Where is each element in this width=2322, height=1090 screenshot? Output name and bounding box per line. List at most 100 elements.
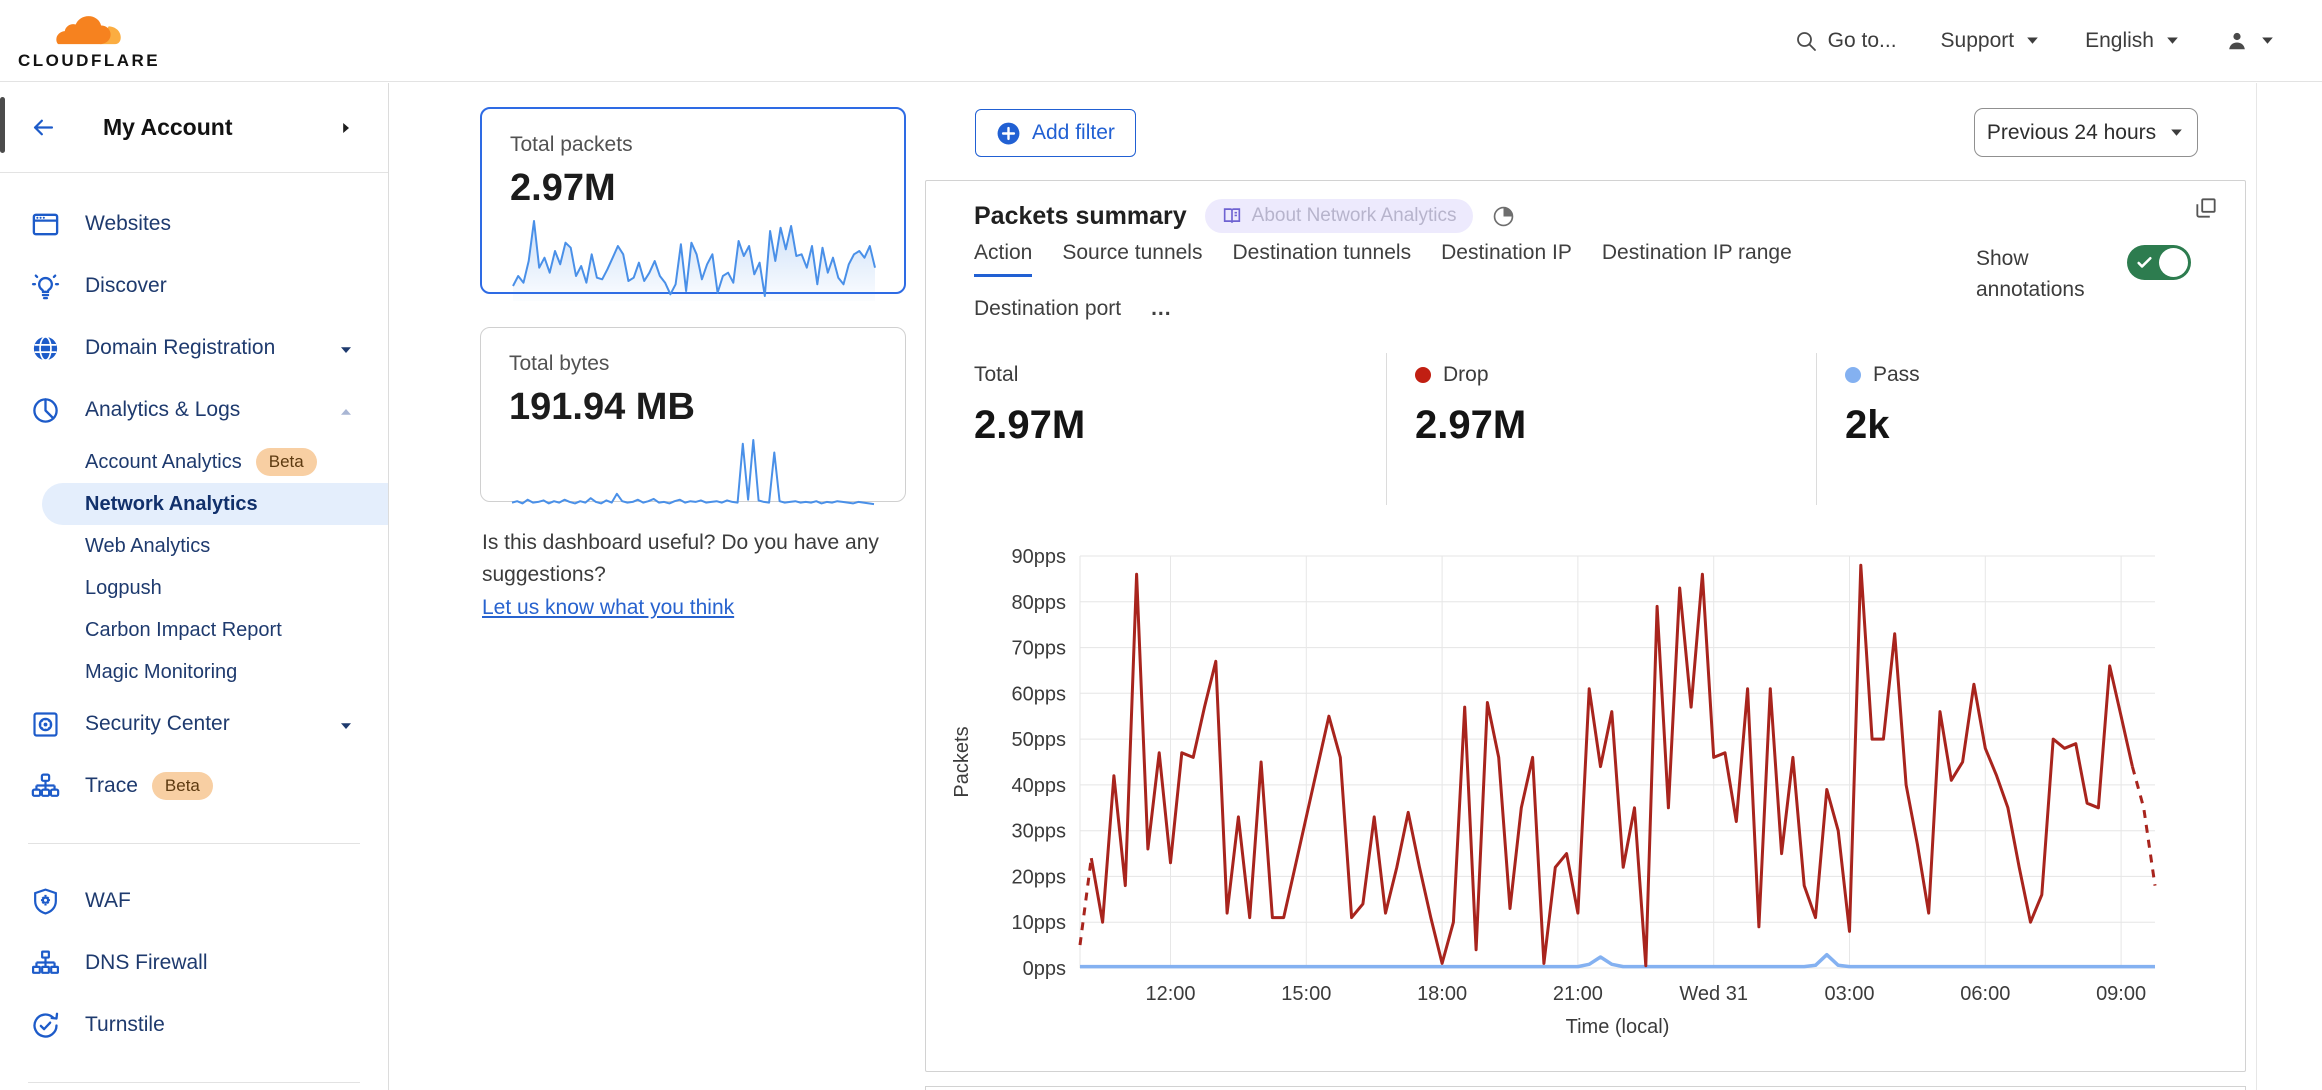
language-menu[interactable]: English [2085,29,2181,53]
feedback-question: Is this dashboard useful? Do you have an… [482,531,879,586]
packets-chart-svg: 0pps 10pps 20pps 30pps 40pps 50pps 60pps 70pps 8… [951,546,2157,1038]
sidebar-item-analytics-logs[interactable]: Analytics & Logs [0,379,388,441]
sidebar-divider [28,843,360,844]
svg-text:15:00: 15:00 [1281,983,1331,1005]
feedback-link[interactable]: Let us know what you think [482,596,735,619]
tab-destination-ip[interactable]: Destination IP [1441,241,1572,264]
svg-text:60pps: 60pps [1012,683,1067,705]
stat-total: Total 2.97M [974,353,1386,505]
sidebar-item-account-analytics[interactable]: Account Analytics Beta [0,441,388,483]
metric-card-value: 191.94 MB [509,386,695,428]
chevron-down-icon [2262,37,2273,44]
stat-value: 2.97M [974,403,1086,447]
goto-search[interactable]: Go to... [1794,29,1897,53]
show-annotations-toggle[interactable] [2127,245,2191,280]
tab-more[interactable]: ... [1151,297,1172,320]
network-tree-icon [30,948,61,979]
svg-text:03:00: 03:00 [1824,983,1874,1005]
svg-text:40pps: 40pps [1012,775,1067,797]
about-network-analytics-badge[interactable]: About Network Analytics [1204,199,1473,233]
sidebar-item-turnstile[interactable]: Turnstile [0,994,388,1056]
svg-text:06:00: 06:00 [1960,983,2010,1005]
stat-label: Pass [1873,363,1920,386]
page-right-divider [2256,83,2257,1090]
expand-card-icon[interactable] [2193,195,2219,221]
packets-line-chart: 0pps 10pps 20pps 30pps 40pps 50pps 60pps 70pps 8… [950,533,2240,1048]
sidebar-item-websites[interactable]: Websites [0,193,388,255]
metric-card-total-packets[interactable]: Total packets 2.97M [480,107,906,301]
sidebar-item-label: Account Analytics [85,450,242,473]
add-filter-button[interactable]: Add filter [975,109,1136,157]
sidebar-item-carbon-impact-report[interactable]: Carbon Impact Report [0,609,388,651]
svg-text:30pps: 30pps [1012,821,1067,843]
sidebar: My Account Websites Discover Domain Regist… [0,83,389,1090]
stat-label-row: Drop [1415,363,1816,387]
metric-card-total-bytes[interactable]: Total bytes 191.94 MB [480,327,906,506]
svg-text:21:00: 21:00 [1553,983,1603,1005]
tab-destination-ip-range[interactable]: Destination IP range [1601,241,1792,264]
legend-dot-drop [1415,367,1431,383]
sidebar-item-logpush[interactable]: Logpush [0,567,388,609]
sidebar-item-discover[interactable]: Discover [0,255,388,317]
metric-card-label: Total packets [510,133,633,156]
sidebar-item-trace[interactable]: Trace Beta [0,755,388,817]
time-range-dropdown[interactable]: Previous 24 hours [1974,108,2198,157]
sidebar-item-domain-registration[interactable]: Domain Registration [0,317,388,379]
sidebar-item-label: Websites [85,212,171,235]
tab-action[interactable]: Action [974,241,1033,277]
tab-source-tunnels[interactable]: Source tunnels [1062,241,1203,264]
tab-destination-tunnels[interactable]: Destination tunnels [1232,241,1412,264]
packets-summary-card: Packets summary About Network Analytics … [925,180,2246,1072]
sidebar-item-dns-firewall[interactable]: DNS Firewall [0,932,388,994]
cloudflare-logo-text: CLOUDFLARE [18,50,161,70]
stat-drop: Drop 2.97M [1386,353,1816,505]
safe-icon [30,709,61,740]
metric-card-label: Total bytes [509,352,610,375]
stats-row: Total 2.97M Drop 2.97M Pass 2k [926,353,2247,505]
svg-text:09:00: 09:00 [2096,983,2146,1005]
sidebar-item-label: Network Analytics [85,492,258,515]
tab-destination-port[interactable]: Destination port [974,297,1122,320]
sidebar-item-security-center[interactable]: Security Center [0,693,388,755]
sidebar-item-web-analytics[interactable]: Web Analytics [0,525,388,567]
chevron-right-icon[interactable] [338,120,354,136]
account-menu[interactable] [2225,29,2276,53]
shield-gear-icon [30,886,61,917]
pie-chart-help-icon[interactable] [1491,204,1516,229]
account-header: My Account [0,83,388,173]
back-arrow-icon[interactable] [30,114,57,141]
sidebar-scrollbar[interactable] [0,97,5,153]
sidebar-item-waf[interactable]: WAF [0,870,388,932]
feedback-block: Is this dashboard useful? Do you have an… [482,527,910,624]
svg-text:10pps: 10pps [1012,912,1067,934]
metric-card-sparkline [510,210,876,309]
goto-label: Go to... [1827,28,1897,52]
sidebar-item-network-analytics[interactable]: Network Analytics [42,483,388,525]
sidebar-item-label: Turnstile [85,1013,165,1036]
svg-text:Packets: Packets [951,726,973,797]
cloudflare-logo[interactable]: CLOUDFLARE [18,11,160,71]
card-title-row: Packets summary About Network Analytics [974,199,1516,233]
svg-text:20pps: 20pps [1012,866,1067,888]
show-annotations-block: Show annotations [1976,243,2226,305]
sidebar-item-label: WAF [85,889,131,912]
sparkline-chart [512,220,876,301]
sidebar-item-magic-monitoring[interactable]: Magic Monitoring [0,651,388,693]
chevron-down-icon [2171,129,2182,136]
check-icon [2137,256,2152,268]
chevron-down-icon [2167,37,2178,44]
stat-value: 2.97M [1415,403,1527,447]
sidebar-item-label: Web Analytics [85,534,211,557]
sidebar-item-label: Security Center [85,712,230,735]
svg-text:12:00: 12:00 [1145,983,1195,1005]
stat-label-row: Pass [1845,363,2217,387]
svg-text:Time (local): Time (local) [1566,1016,1670,1038]
top-bar: CLOUDFLARE Go to... Support English [0,0,2322,82]
trace-flowchart-icon [30,771,61,802]
stat-value: 2k [1845,403,1890,447]
next-section-card-edge [925,1086,2246,1090]
account-label: My Account [103,114,233,140]
stat-label: Drop [1443,363,1489,386]
support-menu[interactable]: Support [1941,29,2042,53]
metric-card-sparkline [509,429,877,518]
